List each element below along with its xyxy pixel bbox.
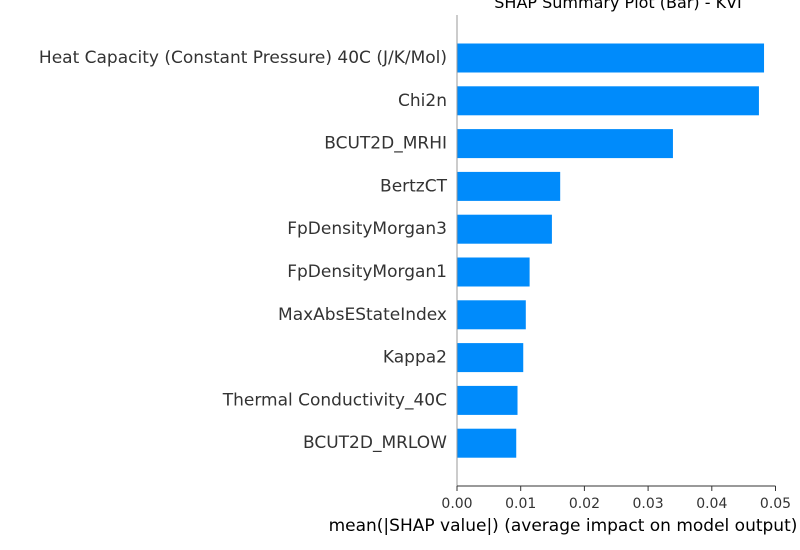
bar — [457, 129, 673, 159]
category-label: FpDensityMorgan1 — [287, 262, 447, 282]
x-tick-label: 0.01 — [505, 496, 536, 512]
bar — [457, 43, 765, 73]
x-tick-label: 0.02 — [569, 496, 600, 512]
x-tick-label: 0.00 — [441, 496, 472, 512]
category-label: BertzCT — [380, 176, 448, 196]
category-label: Kappa2 — [383, 348, 447, 368]
x-tick-label: 0.05 — [760, 496, 791, 512]
x-tick-label: 0.03 — [633, 496, 664, 512]
x-ticks: 0.00 0.01 0.02 0.03 0.04 0.05 — [441, 486, 791, 512]
bar — [457, 300, 526, 330]
bar — [457, 171, 561, 201]
category-labels: Heat Capacity (Constant Pressure) 40C (J… — [39, 48, 448, 453]
x-axis-title: mean(|SHAP value|) (average impact on mo… — [329, 516, 798, 536]
bar — [457, 343, 524, 373]
category-label: MaxAbsEStateIndex — [278, 305, 447, 325]
category-label: Thermal Conductivity_40C — [222, 390, 447, 410]
bars-group — [457, 43, 765, 458]
bar — [457, 257, 530, 287]
bar — [457, 428, 517, 458]
bar — [457, 86, 759, 116]
category-label: Chi2n — [398, 91, 447, 111]
category-label: Heat Capacity (Constant Pressure) 40C (J… — [39, 48, 447, 68]
x-tick-label: 0.04 — [696, 496, 727, 512]
bar — [457, 385, 518, 415]
chart-title: SHAP Summary Plot (Bar) - KVI — [494, 0, 741, 12]
bar — [457, 214, 552, 244]
category-label: FpDensityMorgan3 — [287, 219, 447, 239]
category-label: BCUT2D_MRLOW — [303, 433, 447, 453]
category-label: BCUT2D_MRHI — [324, 134, 447, 154]
